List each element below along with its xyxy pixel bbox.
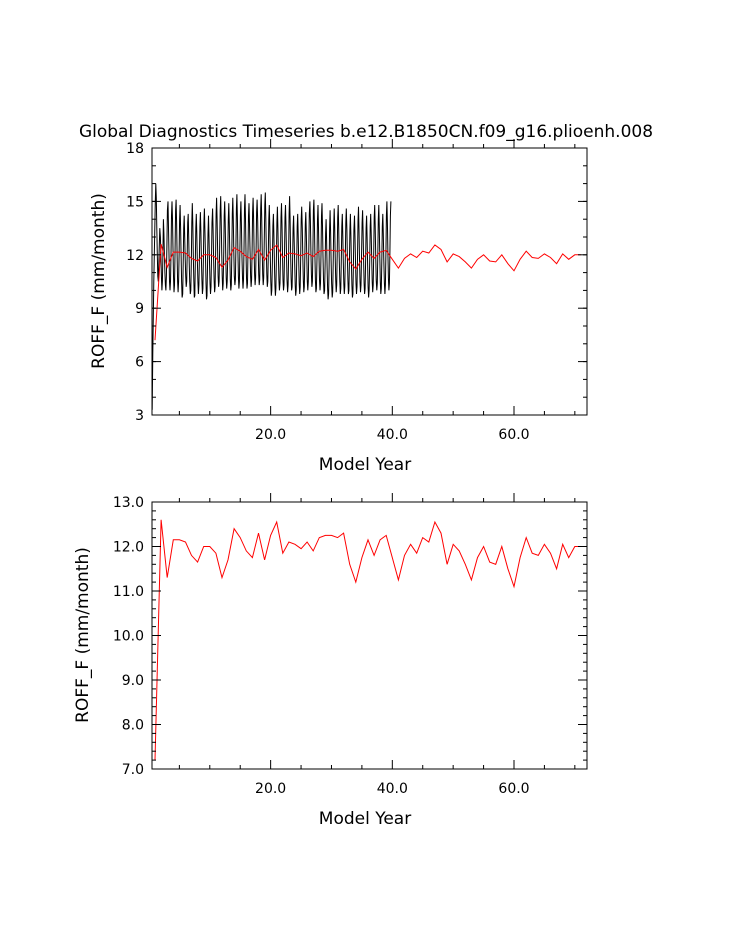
bottom-ytick-label: 9.0 — [122, 673, 144, 689]
top-xtick-label: 60.0 — [498, 427, 529, 443]
figure-title: Global Diagnostics Timeseries b.e12.B185… — [79, 122, 653, 142]
top-ytick-label: 6 — [135, 355, 144, 371]
bottom-ytick-label: 11.0 — [113, 584, 144, 600]
top-y-axis-label: ROFF_F (mm/month) — [89, 193, 109, 369]
bottom-ytick-label: 10.0 — [113, 629, 144, 645]
top-ytick-label: 18 — [126, 141, 144, 157]
top-x-axis-label: Model Year — [319, 455, 411, 475]
bottom-ticks: 7.0 8.0 9.0 10.0 11.0 12.0 13.0 20.0 40.0 60.0 — [113, 493, 587, 797]
top-plot-frame — [151, 147, 588, 416]
bottom-y-axis-label: ROFF_F (mm/month) — [73, 547, 93, 723]
bottom-series-line-0 — [154, 519, 581, 761]
top-plot-series — [151, 183, 581, 410]
bottom-xtick-label: 60.0 — [498, 781, 529, 797]
bottom-ytick-label: 13.0 — [113, 495, 144, 511]
top-panel: 3 6 9 12 15 18 20.0 40.0 60.0 Model Year ROFF_F … — [89, 139, 588, 475]
bottom-xtick-label: 20.0 — [255, 781, 286, 797]
top-xtick-label: 40.0 — [377, 427, 408, 443]
top-xtick-label: 20.0 — [255, 427, 286, 443]
bottom-ytick-label: 7.0 — [122, 762, 144, 778]
bottom-x-axis-label: Model Year — [319, 809, 411, 829]
bottom-panel: 7.0 8.0 9.0 10.0 11.0 12.0 13.0 20.0 40.0 60.0 Mo… — [73, 493, 588, 829]
bottom-plot-series — [154, 519, 581, 761]
bottom-ytick-label: 8.0 — [122, 718, 144, 734]
top-series-line-1 — [154, 243, 581, 341]
bottom-xtick-label: 40.0 — [377, 781, 408, 797]
top-series-line-0 — [151, 183, 392, 410]
top-ytick-label: 9 — [135, 301, 144, 317]
top-ytick-label: 3 — [135, 408, 144, 424]
bottom-plot-frame — [151, 501, 588, 770]
top-ticks: 3 6 9 12 15 18 20.0 40.0 60.0 — [126, 139, 587, 443]
bottom-ytick-label: 12.0 — [113, 540, 144, 556]
top-ytick-label: 15 — [126, 194, 144, 210]
top-ytick-label: 12 — [126, 248, 144, 264]
